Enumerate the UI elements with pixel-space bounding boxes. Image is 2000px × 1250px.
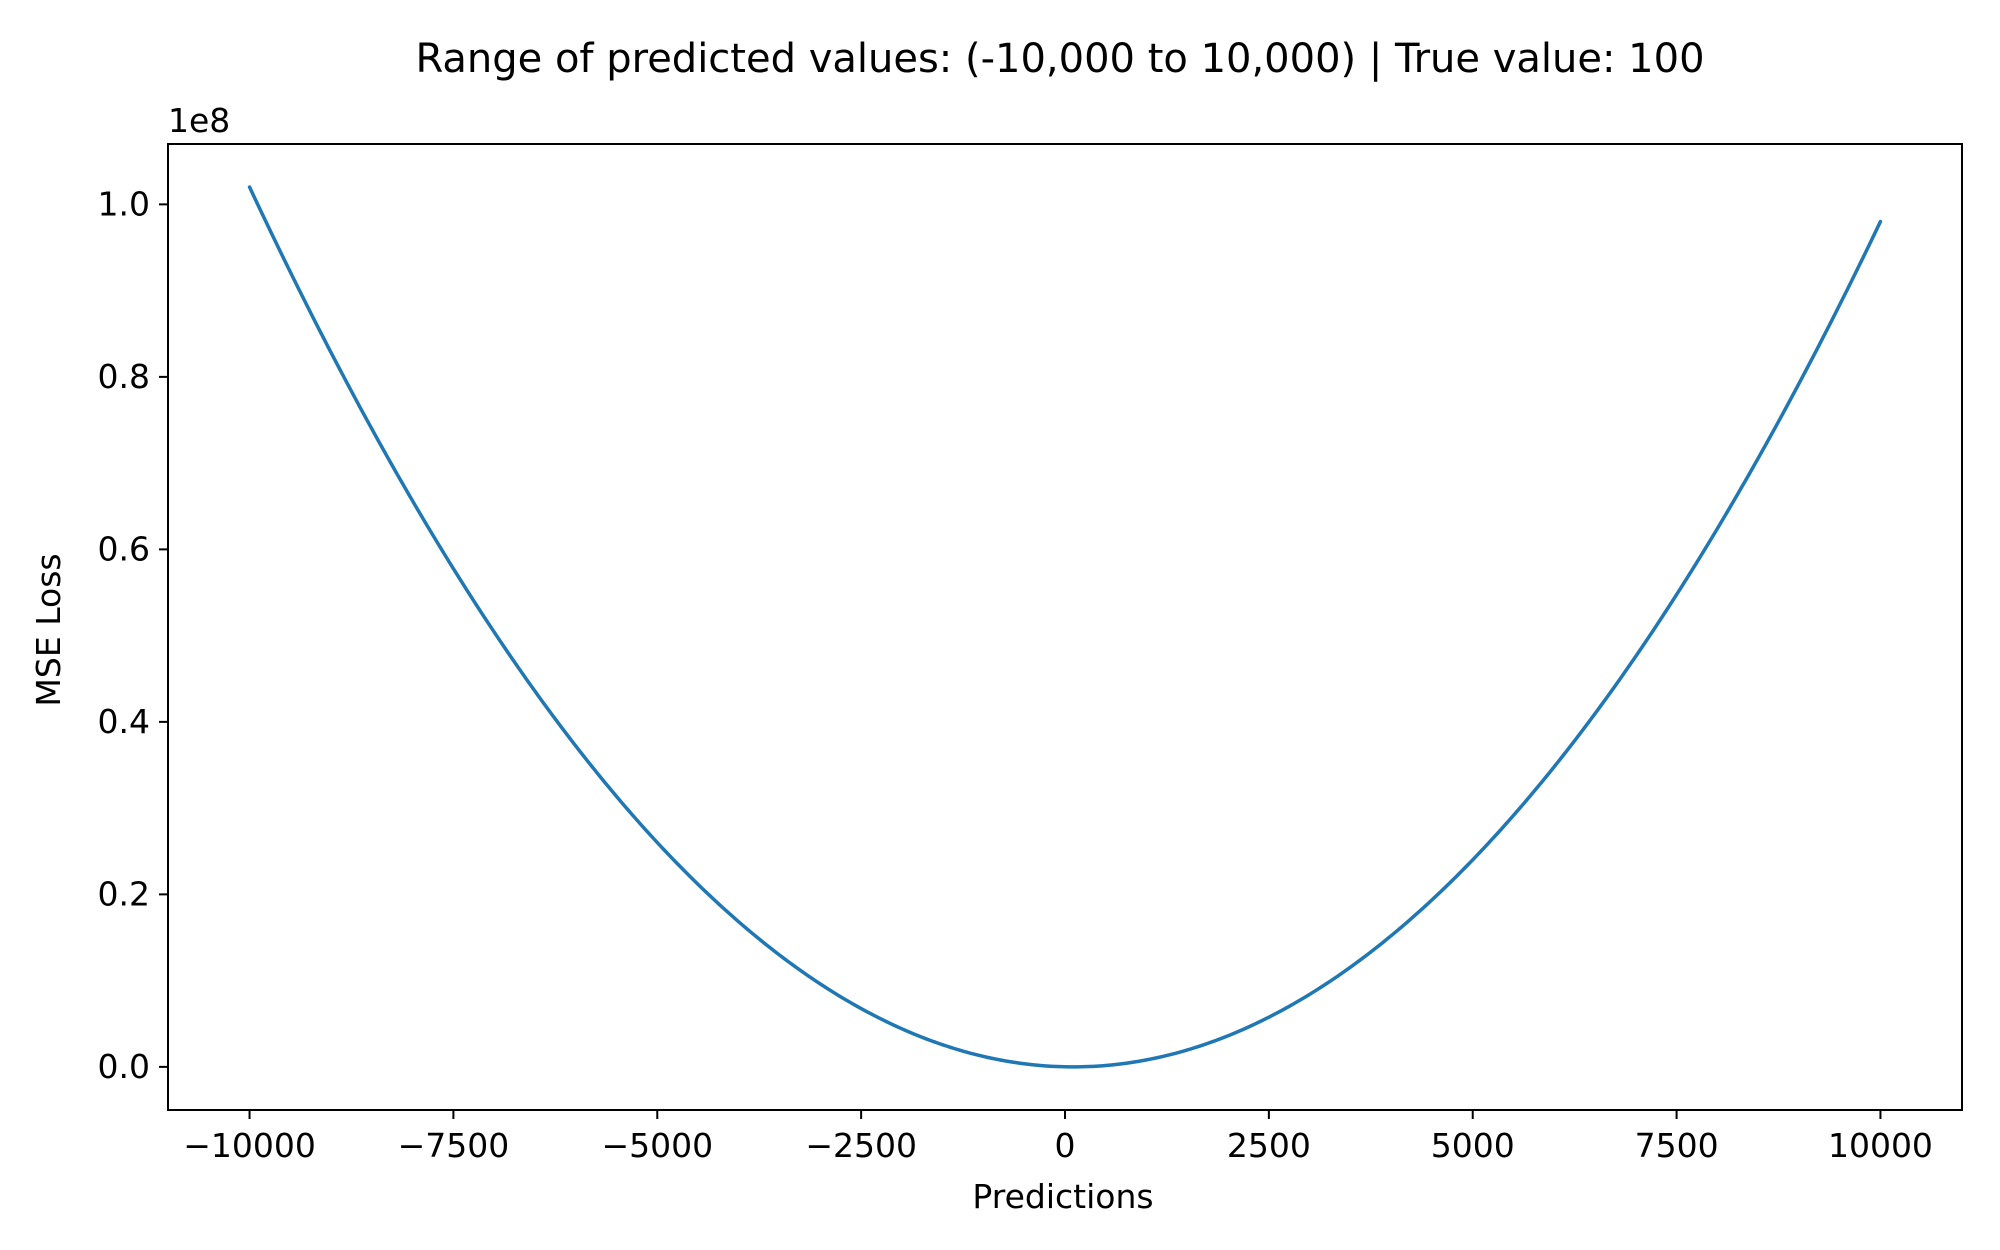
y-tick-label: 0.2 (98, 874, 150, 913)
y-tick-label: 0.0 (98, 1047, 150, 1086)
y-axis-ticks: 0.0 0.2 0.4 0.6 0.8 1.0 (98, 184, 168, 1086)
y-axis-title: MSE Loss (29, 553, 68, 706)
x-tick-label: −7500 (398, 1126, 510, 1165)
x-tick-label: 10000 (1828, 1126, 1933, 1165)
y-tick-label: 1.0 (98, 184, 150, 223)
x-tick-label: 0 (1055, 1126, 1076, 1165)
x-tick-label: 7500 (1635, 1126, 1719, 1165)
y-tick-label: 0.4 (98, 702, 150, 741)
x-tick-label: −2500 (805, 1126, 917, 1165)
x-axis-title: Predictions (972, 1177, 1153, 1216)
x-tick-label: 5000 (1431, 1126, 1515, 1165)
y-tick-label: 0.8 (98, 357, 150, 396)
y-axis-offset-label: 1e8 (168, 101, 230, 140)
x-tick-label: −10000 (183, 1126, 316, 1165)
x-tick-label: −5000 (601, 1126, 713, 1165)
x-tick-label: 2500 (1227, 1126, 1311, 1165)
y-tick-label: 0.6 (98, 529, 150, 568)
chart-title: Range of predicted values: (-10,000 to 1… (415, 36, 1704, 82)
mse-loss-curve (247, 185, 1883, 1069)
x-axis-ticks: −10000 −7500 −5000 −2500 0 2500 5000 7500 10000 (183, 1110, 1933, 1165)
